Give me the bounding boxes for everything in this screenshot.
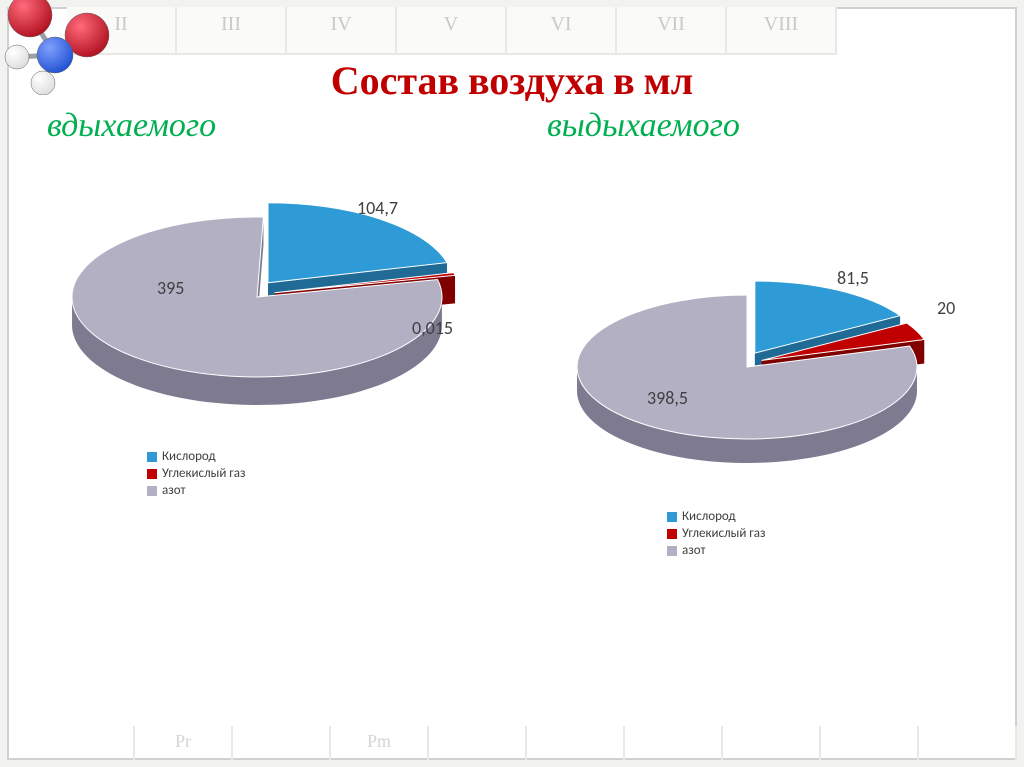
periodic-bottom-cell — [527, 726, 625, 760]
legend-swatch — [147, 452, 157, 462]
legend-label: Углекислый газ — [682, 526, 765, 541]
periodic-cell: III — [177, 7, 287, 55]
data-label: 398,5 — [647, 387, 688, 409]
periodic-bottom-cell: Pr — [135, 726, 233, 760]
data-label: 20 — [937, 297, 955, 319]
data-label: 0,015 — [412, 317, 453, 339]
legend-swatch — [147, 469, 157, 479]
periodic-bottom-cell — [429, 726, 527, 760]
legend-left: Кислород Углекислый газ азот — [147, 447, 245, 500]
periodic-bottom-cell — [919, 726, 1017, 760]
subtitle-right: выдыхаемого — [547, 105, 740, 145]
periodic-cell: IV — [287, 7, 397, 55]
periodic-footer-band: Pr Pm — [7, 726, 1017, 760]
pies-svg — [47, 177, 987, 697]
legend-item: Углекислый газ — [147, 466, 245, 481]
legend-swatch — [667, 529, 677, 539]
data-label: 81,5 — [837, 267, 869, 289]
molecule-icon — [0, 0, 115, 95]
periodic-bottom-cell — [723, 726, 821, 760]
legend-item: азот — [147, 483, 245, 498]
legend-item: Кислород — [147, 449, 245, 464]
legend-item: Кислород — [667, 509, 765, 524]
legend-label: Кислород — [682, 509, 736, 524]
periodic-bottom-cell — [37, 726, 135, 760]
legend-label: Углекислый газ — [162, 466, 245, 481]
legend-item: азот — [667, 543, 765, 558]
periodic-bottom-cell — [233, 726, 331, 760]
chart-area: 104,7 0,015 395 81,5 20 398,5 Кислород Углекис… — [47, 177, 977, 710]
slide-title: Состав воздуха в мл — [7, 57, 1017, 104]
periodic-header-band: IIIIIIVVVIVIIVIII — [7, 7, 1017, 55]
periodic-bottom-cell — [821, 726, 919, 760]
periodic-bottom-cell — [625, 726, 723, 760]
legend-swatch — [667, 546, 677, 556]
data-label: 395 — [157, 277, 184, 299]
legend-label: азот — [682, 543, 706, 558]
legend-item: Углекислый газ — [667, 526, 765, 541]
legend-right: Кислород Углекислый газ азот — [667, 507, 765, 560]
periodic-cell: VIII — [727, 7, 837, 55]
legend-label: Кислород — [162, 449, 216, 464]
legend-swatch — [147, 486, 157, 496]
legend-swatch — [667, 512, 677, 522]
periodic-cell: VII — [617, 7, 727, 55]
data-label: 104,7 — [357, 197, 398, 219]
subtitle-left: вдыхаемого — [47, 105, 216, 145]
legend-label: азот — [162, 483, 186, 498]
periodic-bottom-cell: Pm — [331, 726, 429, 760]
slide-frame: IIIIIIVVVIVIIVIII PrPm Состав воздуха в … — [7, 7, 1017, 760]
title-text: Состав воздуха в мл — [331, 58, 693, 104]
periodic-cell: VI — [507, 7, 617, 55]
periodic-cell: V — [397, 7, 507, 55]
